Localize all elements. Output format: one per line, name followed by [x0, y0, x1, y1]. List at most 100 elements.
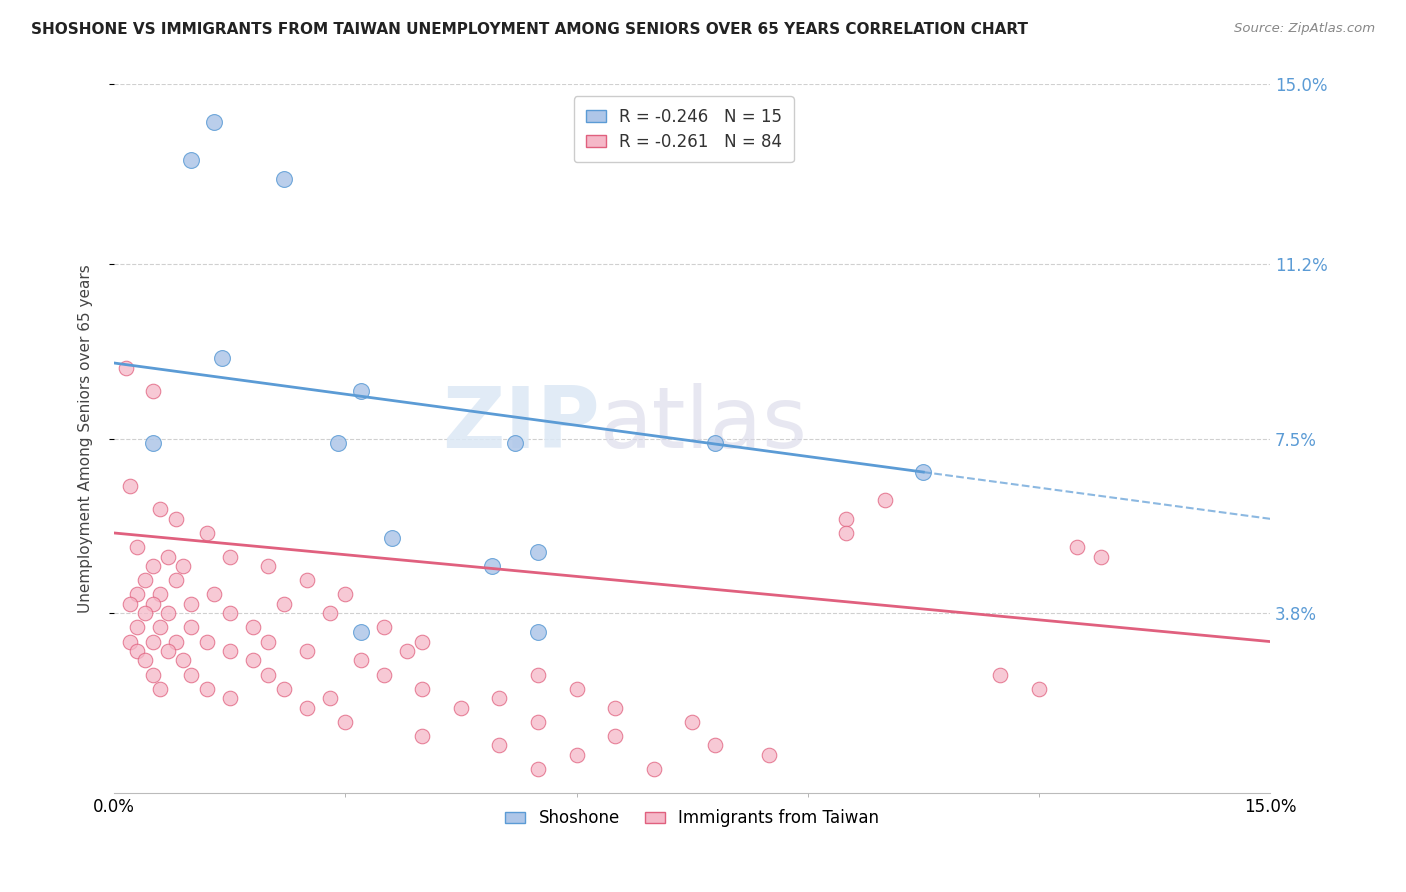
Point	[157, 644, 180, 658]
Point	[603, 700, 626, 714]
Point	[1028, 681, 1050, 696]
Legend: Shoshone, Immigrants from Taiwan: Shoshone, Immigrants from Taiwan	[499, 803, 886, 834]
Point	[395, 644, 418, 658]
Point	[127, 587, 149, 601]
Text: atlas: atlas	[599, 383, 807, 466]
Text: SHOSHONE VS IMMIGRANTS FROM TAIWAN UNEMPLOYMENT AMONG SENIORS OVER 65 YEARS CORR: SHOSHONE VS IMMIGRANTS FROM TAIWAN UNEMP…	[31, 22, 1028, 37]
Point	[172, 653, 194, 667]
Point	[195, 634, 218, 648]
Point	[172, 559, 194, 574]
Point	[134, 606, 156, 620]
Point	[411, 634, 433, 648]
Point	[527, 667, 550, 681]
Point	[704, 436, 727, 450]
Point	[565, 681, 588, 696]
Point	[218, 606, 240, 620]
Point	[134, 573, 156, 587]
Point	[411, 681, 433, 696]
Point	[912, 465, 935, 479]
Point	[142, 634, 165, 648]
Point	[350, 653, 373, 667]
Point	[273, 172, 295, 186]
Point	[681, 714, 703, 729]
Point	[990, 667, 1012, 681]
Point	[165, 634, 187, 648]
Point	[149, 681, 172, 696]
Point	[142, 667, 165, 681]
Point	[295, 573, 318, 587]
Point	[350, 384, 373, 399]
Point	[180, 667, 202, 681]
Point	[180, 153, 202, 167]
Point	[118, 479, 141, 493]
Point	[319, 606, 342, 620]
Point	[149, 502, 172, 516]
Point	[273, 597, 295, 611]
Point	[202, 115, 225, 129]
Point	[157, 606, 180, 620]
Point	[527, 762, 550, 776]
Point	[127, 620, 149, 634]
Point	[350, 625, 373, 640]
Point	[114, 360, 136, 375]
Point	[481, 559, 503, 574]
Point	[527, 625, 550, 640]
Point	[335, 714, 357, 729]
Point	[450, 700, 472, 714]
Point	[149, 587, 172, 601]
Point	[180, 620, 202, 634]
Point	[295, 700, 318, 714]
Point	[488, 691, 510, 706]
Point	[643, 762, 665, 776]
Point	[373, 667, 395, 681]
Point	[704, 739, 727, 753]
Point	[1066, 540, 1088, 554]
Point	[273, 681, 295, 696]
Point	[157, 549, 180, 564]
Point	[218, 691, 240, 706]
Point	[202, 587, 225, 601]
Point	[118, 597, 141, 611]
Point	[603, 729, 626, 743]
Point	[295, 644, 318, 658]
Text: ZIP: ZIP	[441, 383, 599, 466]
Y-axis label: Unemployment Among Seniors over 65 years: Unemployment Among Seniors over 65 years	[79, 264, 93, 613]
Point	[242, 653, 264, 667]
Point	[488, 739, 510, 753]
Point	[165, 573, 187, 587]
Point	[835, 512, 858, 526]
Point	[326, 436, 349, 450]
Point	[142, 384, 165, 399]
Point	[195, 526, 218, 541]
Point	[118, 634, 141, 648]
Point	[503, 436, 526, 450]
Point	[873, 492, 896, 507]
Point	[142, 597, 165, 611]
Point	[142, 436, 165, 450]
Point	[134, 653, 156, 667]
Point	[149, 620, 172, 634]
Point	[127, 644, 149, 658]
Point	[195, 681, 218, 696]
Point	[257, 634, 280, 648]
Point	[1090, 549, 1112, 564]
Point	[565, 747, 588, 762]
Point	[335, 587, 357, 601]
Point	[127, 540, 149, 554]
Point	[218, 549, 240, 564]
Point	[211, 351, 233, 366]
Point	[257, 559, 280, 574]
Point	[319, 691, 342, 706]
Point	[242, 620, 264, 634]
Point	[218, 644, 240, 658]
Point	[257, 667, 280, 681]
Text: Source: ZipAtlas.com: Source: ZipAtlas.com	[1234, 22, 1375, 36]
Point	[180, 597, 202, 611]
Point	[142, 559, 165, 574]
Point	[165, 512, 187, 526]
Point	[527, 714, 550, 729]
Point	[527, 545, 550, 559]
Point	[380, 531, 402, 545]
Point	[373, 620, 395, 634]
Point	[411, 729, 433, 743]
